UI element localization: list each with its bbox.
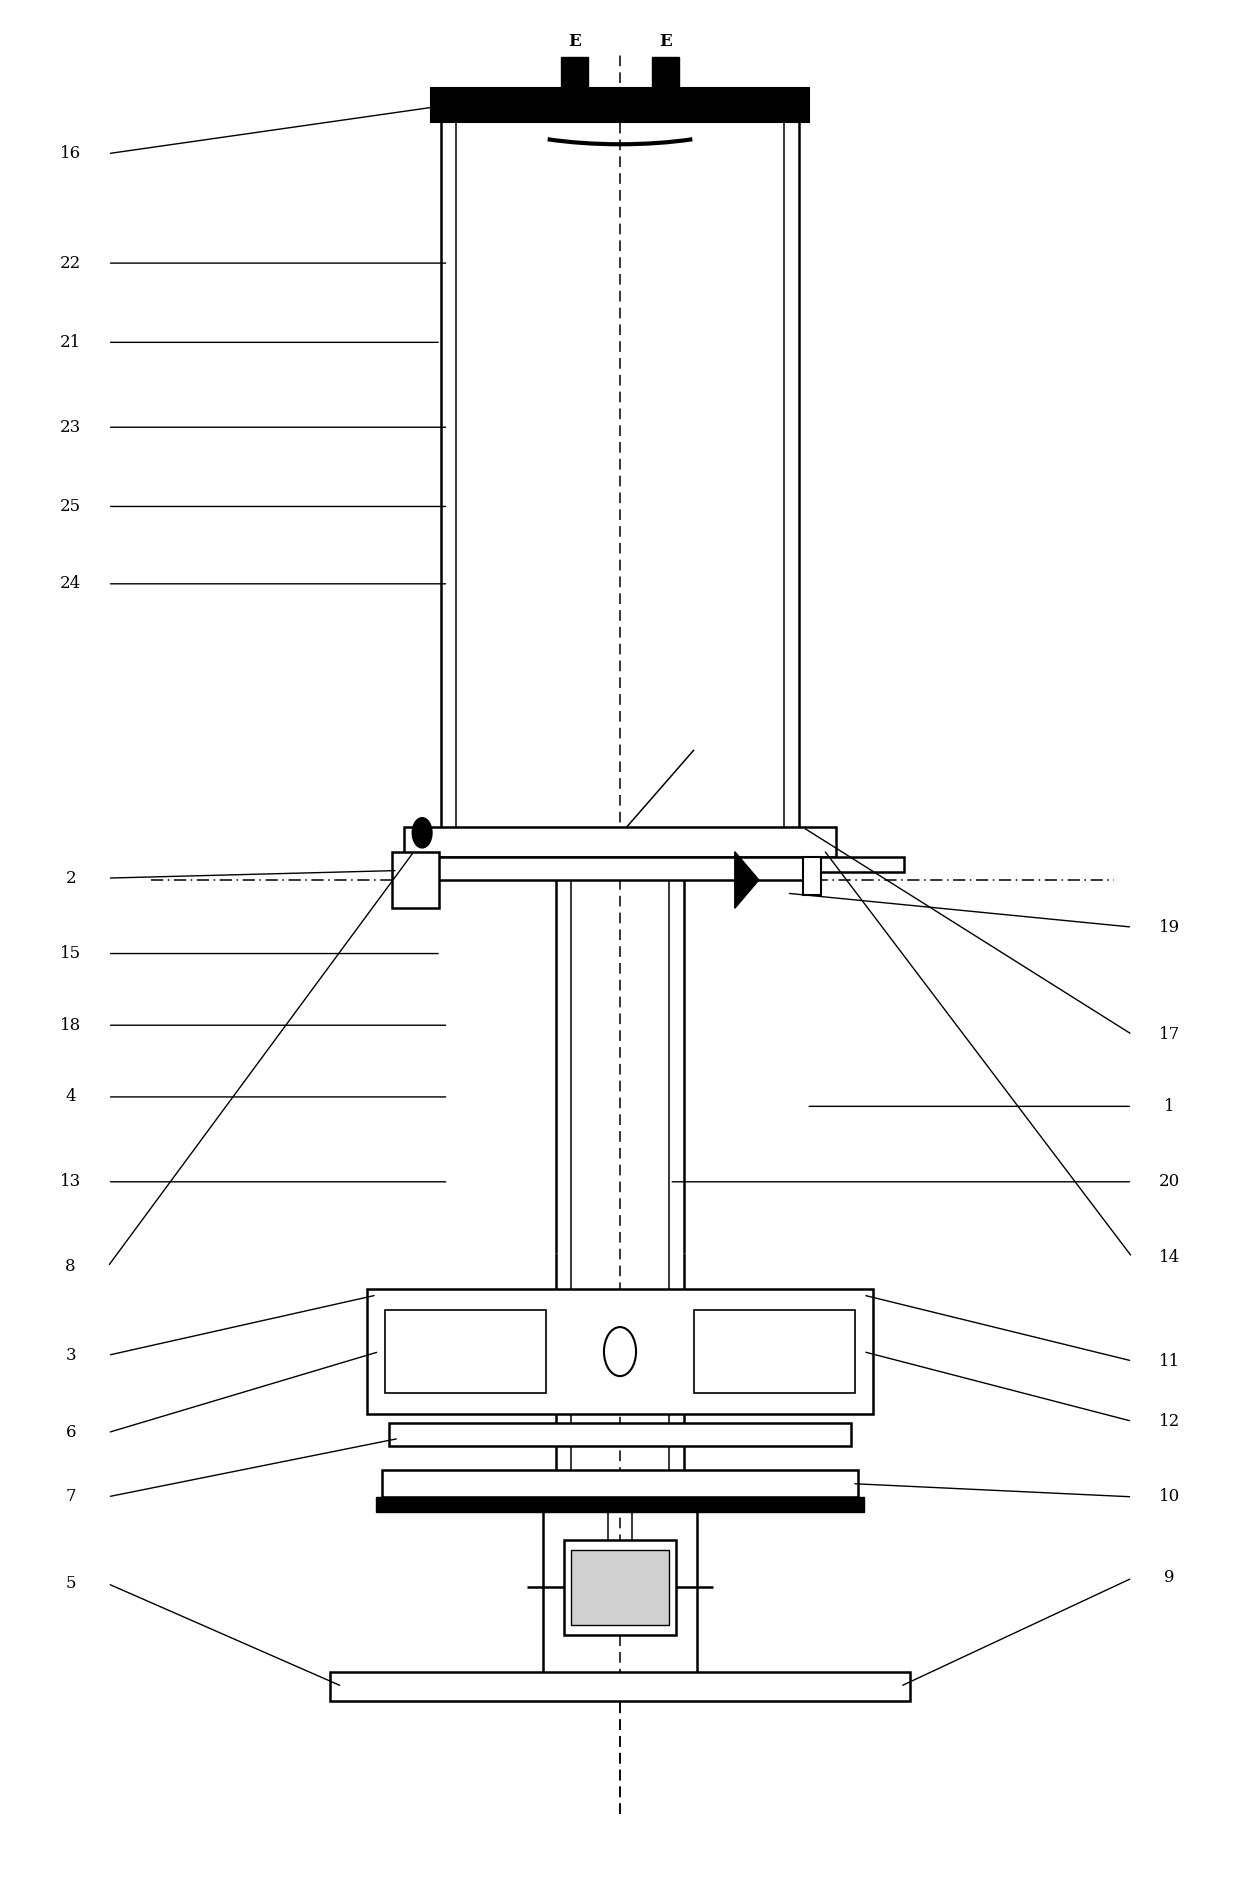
Bar [432,87,808,121]
Text: 24: 24 [60,575,82,592]
Bar [330,1673,910,1701]
Text: 14: 14 [1158,1249,1180,1266]
Bar [560,57,588,87]
Text: 4: 4 [66,1088,76,1105]
Circle shape [604,1326,636,1375]
Text: 18: 18 [60,1016,82,1033]
Bar [382,1470,858,1497]
Bar [570,1550,670,1625]
Text: E: E [838,1347,846,1357]
Text: E: E [568,32,580,49]
Text: 16: 16 [60,146,82,163]
Text: 19: 19 [1158,920,1180,937]
Bar [392,851,439,908]
Text: 17: 17 [1158,1025,1180,1042]
Text: 23: 23 [60,418,82,435]
Text: 21: 21 [60,333,82,350]
Text: 5: 5 [66,1576,76,1593]
Text: 2: 2 [66,870,76,887]
Circle shape [412,817,432,848]
Bar [389,1423,851,1445]
Text: 1: 1 [1164,1097,1174,1114]
Text: 15: 15 [60,944,82,961]
Text: 9: 9 [1164,1570,1174,1587]
Polygon shape [735,851,759,908]
Text: 8: 8 [66,1258,76,1275]
Bar [376,1497,864,1512]
Bar [652,57,680,87]
Text: 11: 11 [1158,1353,1180,1370]
Bar [404,827,836,857]
Bar [802,857,821,895]
Bar [817,857,904,872]
Bar [367,1288,873,1413]
Text: 6: 6 [66,1425,76,1442]
Text: E: E [660,32,672,49]
Text: 7: 7 [66,1489,76,1506]
Text: 10: 10 [1158,1489,1180,1506]
Bar [564,1540,676,1635]
Bar [423,857,817,880]
Text: 20: 20 [1158,1173,1180,1190]
Bar [386,1309,546,1393]
Text: 22: 22 [60,255,82,272]
Text: 3: 3 [66,1347,76,1364]
Text: 25: 25 [60,498,82,515]
Bar [694,1309,854,1393]
Text: E: E [394,1347,402,1357]
Text: 13: 13 [60,1173,82,1190]
Text: 12: 12 [1158,1413,1180,1430]
